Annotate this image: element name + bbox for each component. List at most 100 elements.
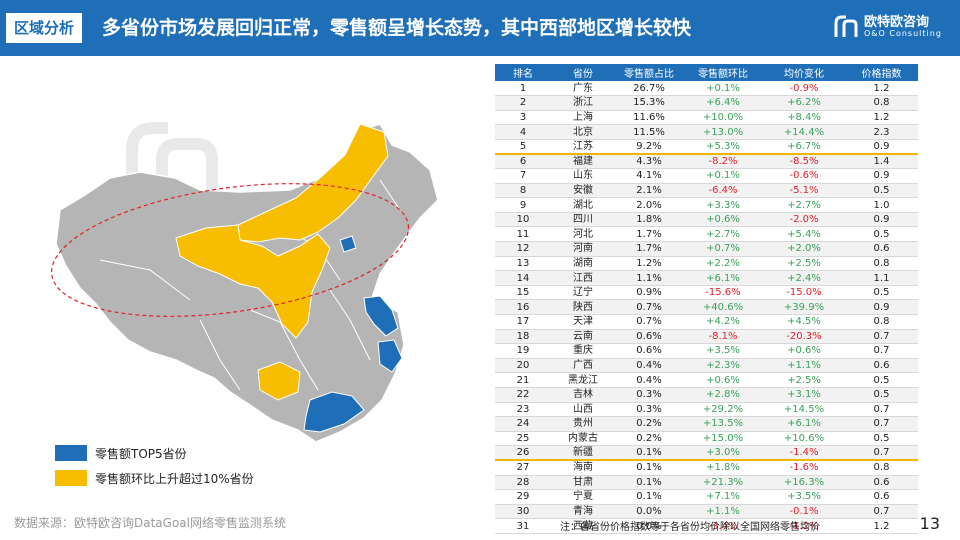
table-row: 8 安徽 2.1% -6.4% -5.1% 0.5 bbox=[495, 183, 918, 199]
share-cell: 9.2% bbox=[615, 139, 683, 155]
mom-cell: +40.6% bbox=[683, 299, 763, 315]
price-index-cell: 0.7 bbox=[845, 329, 918, 345]
rank-cell: 17 bbox=[495, 314, 551, 330]
table-row: 21 黑龙江 0.4% +0.6% +2.5% 0.5 bbox=[495, 372, 918, 388]
province-cell: 海南 bbox=[551, 460, 615, 476]
province-cell: 江西 bbox=[551, 270, 615, 286]
province-cell: 浙江 bbox=[551, 95, 615, 111]
province-cell: 西藏 bbox=[551, 518, 615, 534]
rank-cell: 22 bbox=[495, 387, 551, 403]
share-cell: 11.5% bbox=[615, 124, 683, 140]
rank-cell: 13 bbox=[495, 256, 551, 272]
west-region-highlight bbox=[50, 183, 410, 317]
province-ranking-table: 排名 省份 零售额占比 零售额环比 均价变化 价格指数 1 广东 26.7% +0.1… bbox=[495, 64, 918, 534]
table-row: 4 北京 11.5% +13.0% +14.4% 2.3 bbox=[495, 124, 918, 140]
province-cell: 黑龙江 bbox=[551, 372, 615, 388]
price-change-cell: -0.1% bbox=[763, 504, 845, 520]
province-cell: 山东 bbox=[551, 168, 615, 184]
col-header-price-index: 价格指数 bbox=[845, 64, 918, 81]
table-row: 22 吉林 0.3% +2.8% +3.1% 0.5 bbox=[495, 387, 918, 403]
mom-cell: +4.2% bbox=[683, 314, 763, 330]
mom-cell: +2.2% bbox=[683, 256, 763, 272]
share-cell: 0.0% bbox=[615, 504, 683, 520]
mom-cell: +3.5% bbox=[683, 343, 763, 359]
table-row: 2 浙江 15.3% +6.4% +6.2% 0.8 bbox=[495, 95, 918, 111]
page-number: 13 bbox=[919, 514, 940, 533]
price-index-cell: 0.5 bbox=[845, 431, 918, 447]
share-cell: 1.1% bbox=[615, 270, 683, 286]
table-row: 16 陕西 0.7% +40.6% +39.9% 0.9 bbox=[495, 299, 918, 315]
mom-cell: +6.1% bbox=[683, 270, 763, 286]
mom-cell: +1.8% bbox=[683, 460, 763, 476]
table-row: 9 湖北 2.0% +3.3% +2.7% 1.0 bbox=[495, 197, 918, 213]
share-cell: 0.3% bbox=[615, 387, 683, 403]
china-province-map bbox=[50, 122, 439, 443]
province-cell: 山西 bbox=[551, 402, 615, 418]
rank-cell: 29 bbox=[495, 489, 551, 505]
share-cell: 0.1% bbox=[615, 489, 683, 505]
mom-cell: +5.3% bbox=[683, 139, 763, 155]
price-change-cell: +6.7% bbox=[763, 139, 845, 155]
province-cell: 新疆 bbox=[551, 445, 615, 462]
price-index-cell: 1.2 bbox=[845, 81, 918, 97]
mom-cell: +13.5% bbox=[683, 416, 763, 432]
mom-cell: +29.2% bbox=[683, 402, 763, 418]
price-index-cell: 0.6 bbox=[845, 489, 918, 505]
table-row: 3 上海 11.6% +10.0% +8.4% 1.2 bbox=[495, 110, 918, 126]
mom-cell: +2.8% bbox=[683, 387, 763, 403]
province-cell: 内蒙古 bbox=[551, 431, 615, 447]
mom-cell: +0.6% bbox=[683, 372, 763, 388]
province-cell: 广西 bbox=[551, 358, 615, 374]
price-change-cell: +14.4% bbox=[763, 124, 845, 140]
rank-cell: 25 bbox=[495, 431, 551, 447]
province-cell: 河北 bbox=[551, 226, 615, 243]
rank-cell: 27 bbox=[495, 460, 551, 476]
price-index-cell: 2.3 bbox=[845, 124, 918, 140]
price-index-cell: 0.9 bbox=[845, 299, 918, 315]
price-change-cell: +2.7% bbox=[763, 197, 845, 213]
table-row: 26 新疆 0.1% +3.0% -1.4% 0.7 bbox=[495, 445, 918, 462]
rank-cell: 24 bbox=[495, 416, 551, 432]
price-index-cell: 0.7 bbox=[845, 445, 918, 462]
price-change-cell: +2.0% bbox=[763, 241, 845, 257]
share-cell: 0.4% bbox=[615, 372, 683, 388]
price-change-cell: +3.1% bbox=[763, 387, 845, 403]
province-jiangsu bbox=[363, 295, 399, 337]
province-cell: 宁夏 bbox=[551, 489, 615, 505]
price-change-cell: +8.4% bbox=[763, 110, 845, 126]
province-cell: 甘肃 bbox=[551, 475, 615, 491]
province-zhejiang bbox=[377, 339, 403, 373]
share-cell: 1.7% bbox=[615, 226, 683, 243]
rank-cell: 26 bbox=[495, 445, 551, 462]
price-index-cell: 0.5 bbox=[845, 183, 918, 199]
province-cell: 陕西 bbox=[551, 299, 615, 315]
province-cell: 上海 bbox=[551, 110, 615, 126]
table-row: 23 山西 0.3% +29.2% +14.5% 0.7 bbox=[495, 402, 918, 418]
price-index-cell: 1.2 bbox=[845, 518, 918, 534]
rank-cell: 19 bbox=[495, 343, 551, 359]
share-cell: 0.2% bbox=[615, 416, 683, 432]
mom-cell: -8.2% bbox=[683, 153, 763, 170]
share-cell: 11.6% bbox=[615, 110, 683, 126]
price-change-cell: +16.3% bbox=[763, 475, 845, 491]
province-guangdong bbox=[303, 391, 365, 433]
table-row: 13 湖南 1.2% +2.2% +2.5% 0.8 bbox=[495, 256, 918, 272]
price-change-cell: -20.3% bbox=[763, 329, 845, 345]
mom-cell: -3.4% bbox=[683, 518, 763, 534]
share-cell: 0.7% bbox=[615, 314, 683, 330]
share-cell: 2.0% bbox=[615, 197, 683, 213]
legend-item-growth: 零售额环比上升超过10%省份 bbox=[55, 468, 254, 488]
table-row: 24 贵州 0.2% +13.5% +6.1% 0.7 bbox=[495, 416, 918, 432]
price-index-cell: 0.7 bbox=[845, 402, 918, 418]
rank-cell: 15 bbox=[495, 285, 551, 301]
price-index-cell: 0.9 bbox=[845, 212, 918, 228]
share-cell: 0.6% bbox=[615, 329, 683, 345]
section-tag: 区域分析 bbox=[6, 13, 83, 43]
watermark-logo bbox=[126, 122, 218, 200]
share-cell: 0.4% bbox=[615, 358, 683, 374]
mom-cell: +0.1% bbox=[683, 81, 763, 97]
price-index-cell: 0.5 bbox=[845, 285, 918, 301]
footnote: 注：各省份价格指数等于各省份均价除以全国网络零售均价 bbox=[560, 522, 820, 533]
rank-cell: 9 bbox=[495, 197, 551, 213]
table-row: 17 天津 0.7% +4.2% +4.5% 0.8 bbox=[495, 314, 918, 330]
